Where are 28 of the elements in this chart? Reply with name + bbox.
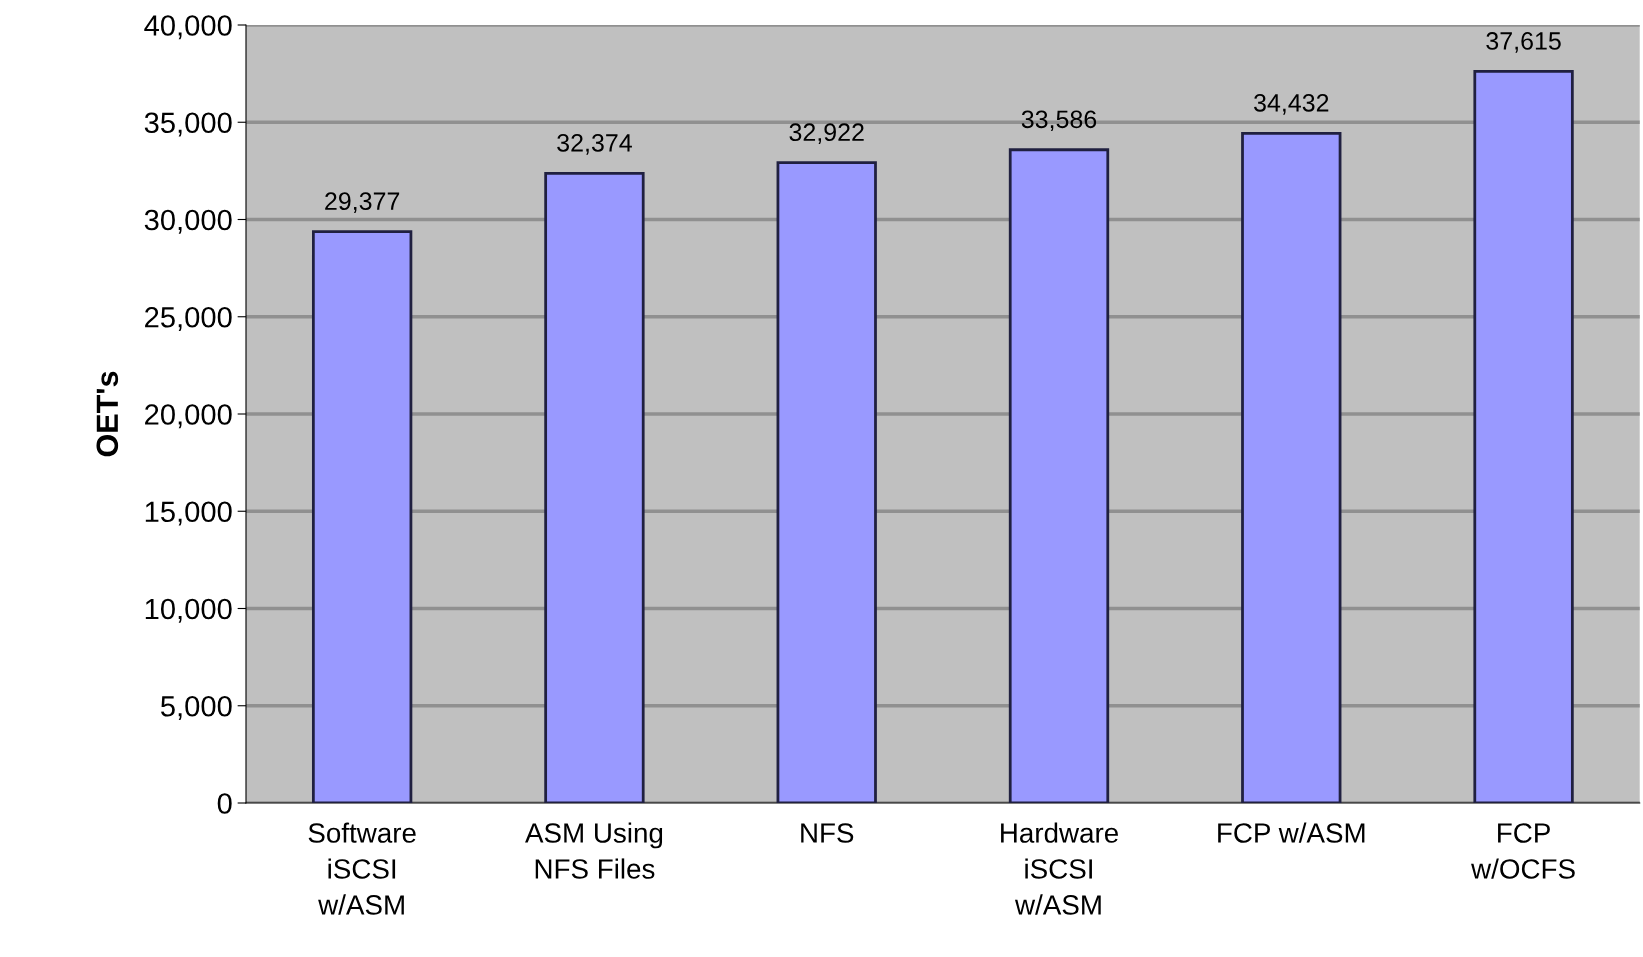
- x-tick-label: Hardware iSCSI w/ASM: [1001, 822, 1118, 915]
- bar: [1241, 131, 1342, 803]
- x-tick-label: Software iSCSI w/ASM: [308, 822, 416, 915]
- data-label: 34,432: [1254, 93, 1329, 115]
- bar: [544, 171, 645, 803]
- data-label: 29,377: [325, 192, 400, 213]
- y-axis-title: OET's: [96, 371, 119, 457]
- y-tick-label: 40,000: [144, 15, 232, 40]
- y-tick-label: 5,000: [160, 695, 232, 721]
- x-tick-label: ASM Using NFS Files: [525, 822, 663, 879]
- data-label: 33,586: [1021, 110, 1097, 132]
- bar: [1473, 70, 1574, 803]
- y-tick-label: 25,000: [145, 306, 232, 332]
- y-tick-label: 35,000: [144, 112, 232, 137]
- y-tick-label: 0: [217, 793, 232, 814]
- x-tick-label: NFS: [801, 823, 854, 843]
- bar: [1008, 148, 1110, 803]
- y-tick-label: 10,000: [145, 598, 232, 623]
- data-label: 32,374: [557, 134, 632, 155]
- x-tick-label: FCP w/ASM: [1218, 822, 1365, 843]
- y-tick-label: 20,000: [145, 404, 232, 429]
- y-tick-label: 30,000: [144, 209, 232, 234]
- bar: [776, 161, 877, 803]
- data-label: 37,615: [1486, 32, 1561, 53]
- bar: [311, 230, 413, 803]
- data-label: 32,922: [789, 123, 864, 145]
- y-tick-label: 15,000: [145, 501, 232, 526]
- x-tick-label: FCP w/OCFS: [1471, 823, 1575, 879]
